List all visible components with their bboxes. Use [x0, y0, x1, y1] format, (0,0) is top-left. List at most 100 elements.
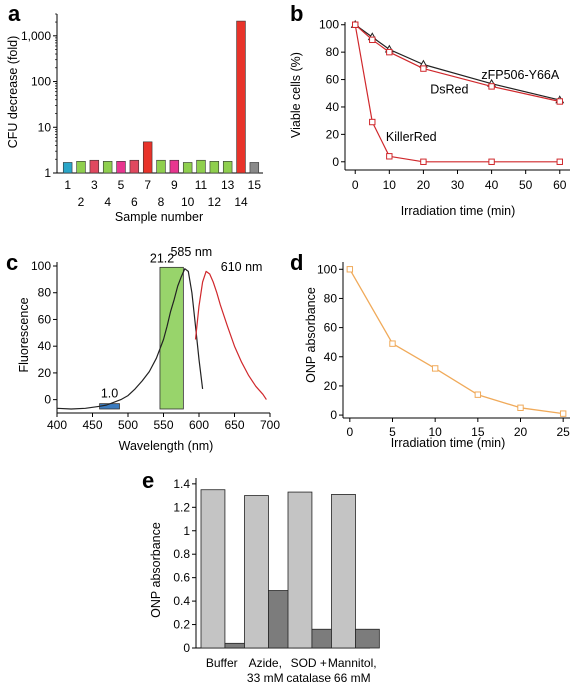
box-label-c-2: 21.2	[150, 251, 174, 265]
panel-label-c: c	[6, 250, 18, 275]
plot-area-c: 0 20 40 60 80 100 400 450 500 550 600 650 700 1.0 21.2…	[31, 245, 280, 432]
y-tick-label-a: 1	[44, 166, 51, 180]
plot-area-d: 0 20 40 60 80 100 0 5 10 15 20 25	[317, 262, 570, 439]
x-tick-label-a: 15	[248, 178, 262, 192]
y-tick-label-c: 0	[44, 393, 51, 407]
y-tick-label-c: 100	[31, 259, 51, 273]
y-tick-label-b: 60	[326, 73, 340, 87]
x-tick-label-e: 66 mM	[334, 671, 371, 685]
y-tick-label-d: 60	[324, 321, 338, 335]
data-point-d-1	[517, 404, 524, 411]
plot-area-e: 0 0.2 0.4 0.6 0.8 1 1.2 1.4 Buffer Azide,33 mM SOD…	[173, 477, 380, 685]
bar-e-light-4	[331, 494, 356, 649]
series-line-c-2	[194, 270, 267, 400]
y-axis-label-a: CFU decrease (fold)	[6, 36, 20, 149]
x-tick-label-c: 700	[260, 418, 280, 432]
bar-a-sample-5	[116, 161, 126, 174]
x-tick-label-e: Buffer	[206, 656, 238, 670]
data-point-b-2	[556, 98, 563, 105]
series-label-b-killerred: KillerRed	[386, 130, 437, 144]
bar-e-light-3	[287, 491, 313, 649]
y-tick-label-e: 1	[183, 524, 190, 538]
bar-a-sample-6	[129, 159, 140, 174]
x-tick-label-a: 5	[118, 178, 125, 192]
x-tick-label-a: 1	[64, 178, 71, 192]
bar-a-sample-9	[169, 159, 180, 174]
bar-e-dark-4	[355, 628, 380, 649]
x-tick-label-a: 7	[144, 178, 151, 192]
data-point-b-3	[369, 118, 376, 126]
x-tick-label-d: 20	[514, 425, 528, 439]
data-point-b-3	[556, 158, 563, 165]
data-point-d-1	[389, 340, 396, 347]
bar-a-sample-1	[62, 162, 73, 174]
panel-d: d ONP absorbance Irradiation time (min) …	[290, 250, 570, 450]
x-tick-label-a: 4	[104, 195, 111, 209]
bar-a-sample-11	[196, 159, 206, 174]
x-tick-label-d: 15	[471, 425, 485, 439]
series-label-b-dsred: DsRed	[430, 82, 468, 96]
series-line-c-1	[56, 268, 204, 410]
x-tick-label-a: 10	[181, 195, 195, 209]
bar-a-sample-2	[76, 161, 86, 174]
panel-label-a: a	[8, 1, 21, 26]
y-tick-label-e: 0.6	[173, 571, 190, 585]
y-tick-label-b: 40	[326, 100, 340, 114]
x-tick-label-a: 6	[131, 195, 138, 209]
bar-a-sample-13	[222, 161, 233, 174]
data-point-b-2	[488, 83, 495, 90]
series-line-b-1	[354, 24, 560, 101]
x-tick-label-b: 10	[383, 178, 397, 192]
x-tick-label-a: 13	[221, 178, 235, 192]
x-tick-label-b: 20	[417, 178, 431, 192]
y-tick-label-d: 20	[324, 379, 338, 393]
y-axis-label-c: Fluorescence	[17, 297, 31, 372]
x-tick-label-c: 600	[189, 418, 209, 432]
x-axis-label-d: Irradiation time (min)	[391, 436, 506, 450]
data-point-b-2	[369, 36, 376, 44]
peak-label-c-610: 610 nm	[221, 260, 263, 274]
panel-b: b Viable cells (%) Irradiation time (min…	[289, 1, 570, 218]
x-tick-label-d: 5	[389, 425, 396, 439]
y-tick-label-e: 0.4	[173, 594, 190, 608]
x-axis-label-c: Wavelength (nm)	[119, 439, 214, 453]
bar-a-sample-3	[89, 159, 100, 174]
data-point-b-3	[420, 158, 427, 165]
y-tick-label-c: 80	[38, 286, 52, 300]
y-tick-label-c: 20	[38, 366, 52, 380]
data-point-d-1	[431, 365, 439, 372]
data-point-b-2	[420, 65, 427, 72]
x-tick-label-b: 60	[553, 178, 567, 192]
panel-label-e: e	[142, 468, 154, 493]
y-tick-label-e: 1.2	[173, 500, 190, 514]
peak-label-c-585: 585 nm	[170, 245, 212, 259]
plot-area-b: 0 20 40 60 80 100 0 10 20 30 40 50 60 zFP506-Y66A DsRe…	[319, 18, 570, 192]
data-point-d-1	[559, 410, 567, 417]
y-tick-label-a: 100	[31, 75, 51, 89]
bar-e-light-1	[200, 489, 226, 649]
bar-e-light-2	[244, 495, 269, 649]
x-tick-label-a: 2	[78, 195, 85, 209]
data-point-b-2	[386, 48, 393, 56]
bar-a-sample-8	[156, 159, 166, 174]
y-tick-label-d: 100	[317, 262, 337, 276]
x-tick-label-c: 650	[224, 418, 244, 432]
spectral-box-c-2	[159, 266, 184, 410]
y-tick-label-d: 80	[324, 291, 338, 305]
bar-a-sample-12	[209, 161, 220, 174]
series-label-b-zfp: zFP506-Y66A	[481, 68, 559, 82]
y-tick-label-d: 40	[324, 350, 338, 364]
x-tick-label-d: 0	[346, 425, 353, 439]
y-tick-label-e: 1.4	[173, 477, 190, 491]
x-tick-label-d: 25	[556, 425, 570, 439]
panel-label-b: b	[290, 1, 303, 26]
y-tick-label-d: 0	[330, 408, 337, 422]
x-tick-label-b: 40	[485, 178, 499, 192]
series-line-b-3	[354, 24, 560, 163]
y-axis-label-e: ONP absorbance	[149, 522, 163, 618]
data-point-d-1	[474, 391, 482, 398]
y-tick-label-c: 40	[38, 339, 52, 353]
panel-c: c Fluorescence Wavelength (nm) 0 20 40 60 80…	[6, 245, 280, 453]
x-tick-label-e: SOD +	[291, 656, 327, 670]
bar-a-sample-15	[249, 162, 260, 174]
